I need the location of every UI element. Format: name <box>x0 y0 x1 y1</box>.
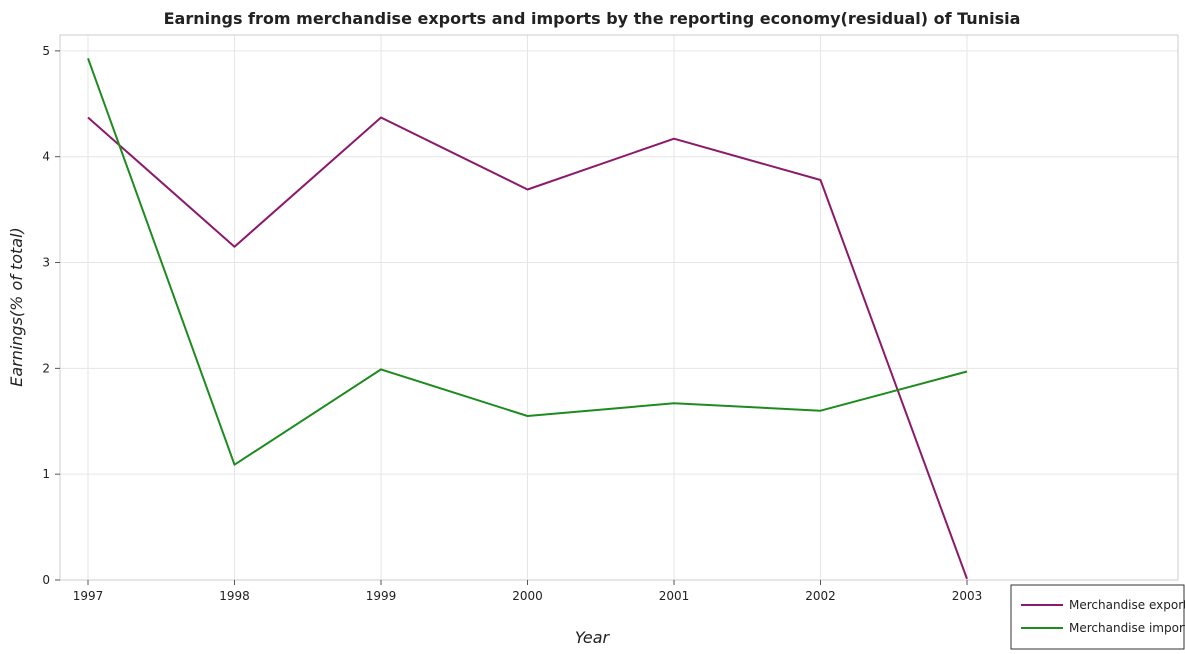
y-axis-label: Earnings(% of total) <box>7 227 26 387</box>
plot-area <box>59 34 1179 581</box>
x-tick-label: 1999 <box>366 589 397 603</box>
series-layer <box>87 57 968 580</box>
x-axis-label: Year <box>575 628 611 647</box>
legend: Merchandise exports Merchandise imports <box>1010 584 1185 650</box>
x-tick-label: 2003 <box>952 589 983 603</box>
legend-box <box>1010 584 1185 650</box>
chart-title: Earnings from merchandise exports and im… <box>164 9 1021 28</box>
y-tick-label: 3 <box>42 256 50 270</box>
x-tick-label: 2000 <box>512 589 543 603</box>
legend-label-imports: Merchandise imports <box>1069 621 1185 635</box>
y-tick-label: 1 <box>42 467 50 481</box>
x-tick-label: 1998 <box>219 589 250 603</box>
x-tick-label: 1997 <box>73 589 104 603</box>
y-tick-label: 0 <box>42 573 50 587</box>
series-line-imports <box>87 57 968 466</box>
series-line-exports <box>87 116 968 580</box>
y-tick-label: 4 <box>42 150 50 164</box>
x-axis-ticks: 1997 1998 1999 2000 2001 2002 2003 <box>73 580 983 603</box>
x-tick-label: 2001 <box>659 589 690 603</box>
legend-label-exports: Merchandise exports <box>1069 598 1185 612</box>
y-tick-label: 2 <box>42 361 50 375</box>
x-tick-label: 2002 <box>805 589 836 603</box>
y-tick-label: 5 <box>42 44 50 58</box>
y-axis-ticks: 0 1 2 3 4 5 <box>42 44 60 587</box>
grid <box>60 35 1178 581</box>
